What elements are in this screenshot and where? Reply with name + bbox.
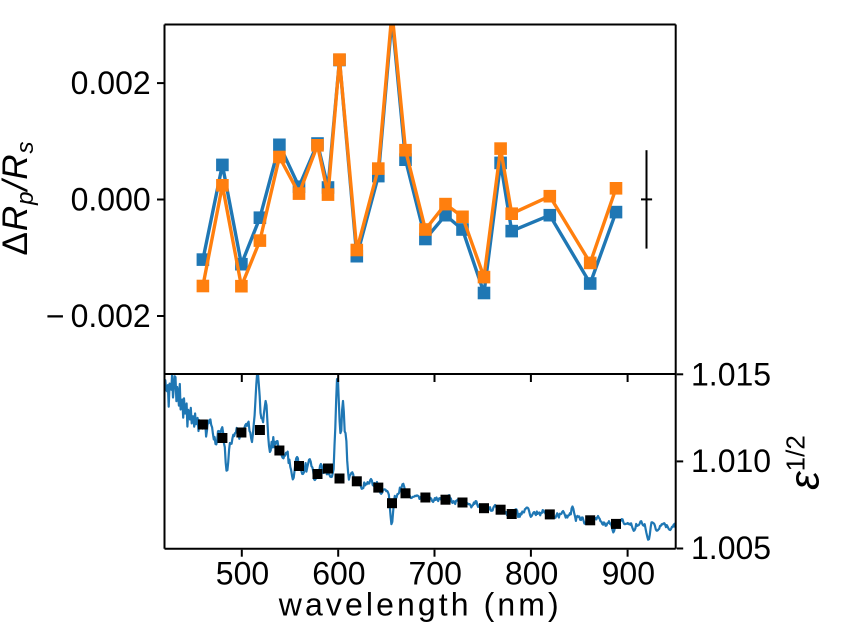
svg-text:900: 900 [602,555,655,591]
svg-text:700: 700 [409,555,462,591]
svg-text:1.015: 1.015 [691,356,771,392]
svg-text:600: 600 [312,555,365,591]
svg-text:ε1/2: ε1/2 [781,435,828,490]
svg-text:800: 800 [505,555,558,591]
svg-text:1.005: 1.005 [691,530,771,566]
svg-text:0.000: 0.000 [71,181,151,217]
svg-text:wavelength (nm): wavelength (nm) [278,586,562,622]
svg-text:1.010: 1.010 [691,443,771,479]
svg-text:−0.002: −0.002 [46,298,151,334]
svg-text:500: 500 [216,555,269,591]
svg-text:0.002: 0.002 [71,65,151,101]
svg-text:ΔRp/Rs: ΔRp/Rs [0,140,39,255]
